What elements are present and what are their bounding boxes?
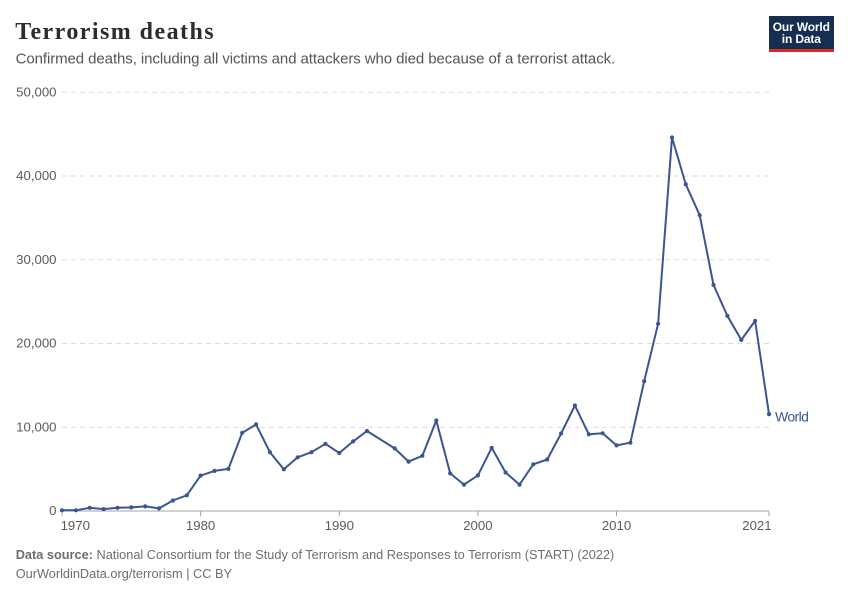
- svg-text:1990: 1990: [325, 518, 354, 533]
- svg-text:2010: 2010: [602, 518, 631, 533]
- svg-text:30,000: 30,000: [16, 252, 56, 267]
- svg-text:Data source: National Consorti: Data source: National Consortium for the…: [16, 547, 615, 562]
- svg-text:OurWorldinData.org/terrorism |: OurWorldinData.org/terrorism | CC BY: [16, 566, 233, 581]
- svg-text:20,000: 20,000: [16, 336, 56, 351]
- svg-text:Confirmed deaths, including al: Confirmed deaths, including all victims …: [16, 51, 616, 68]
- svg-text:40,000: 40,000: [16, 168, 56, 183]
- svg-text:1980: 1980: [186, 518, 215, 533]
- svg-text:2000: 2000: [463, 518, 492, 533]
- svg-text:50,000: 50,000: [16, 84, 56, 99]
- svg-text:0: 0: [49, 503, 56, 518]
- svg-text:1970: 1970: [61, 518, 90, 533]
- svg-text:Terrorism deaths: Terrorism deaths: [15, 19, 215, 45]
- svg-text:World: World: [775, 408, 808, 424]
- svg-text:10,000: 10,000: [16, 419, 56, 434]
- svg-text:2021: 2021: [742, 518, 771, 533]
